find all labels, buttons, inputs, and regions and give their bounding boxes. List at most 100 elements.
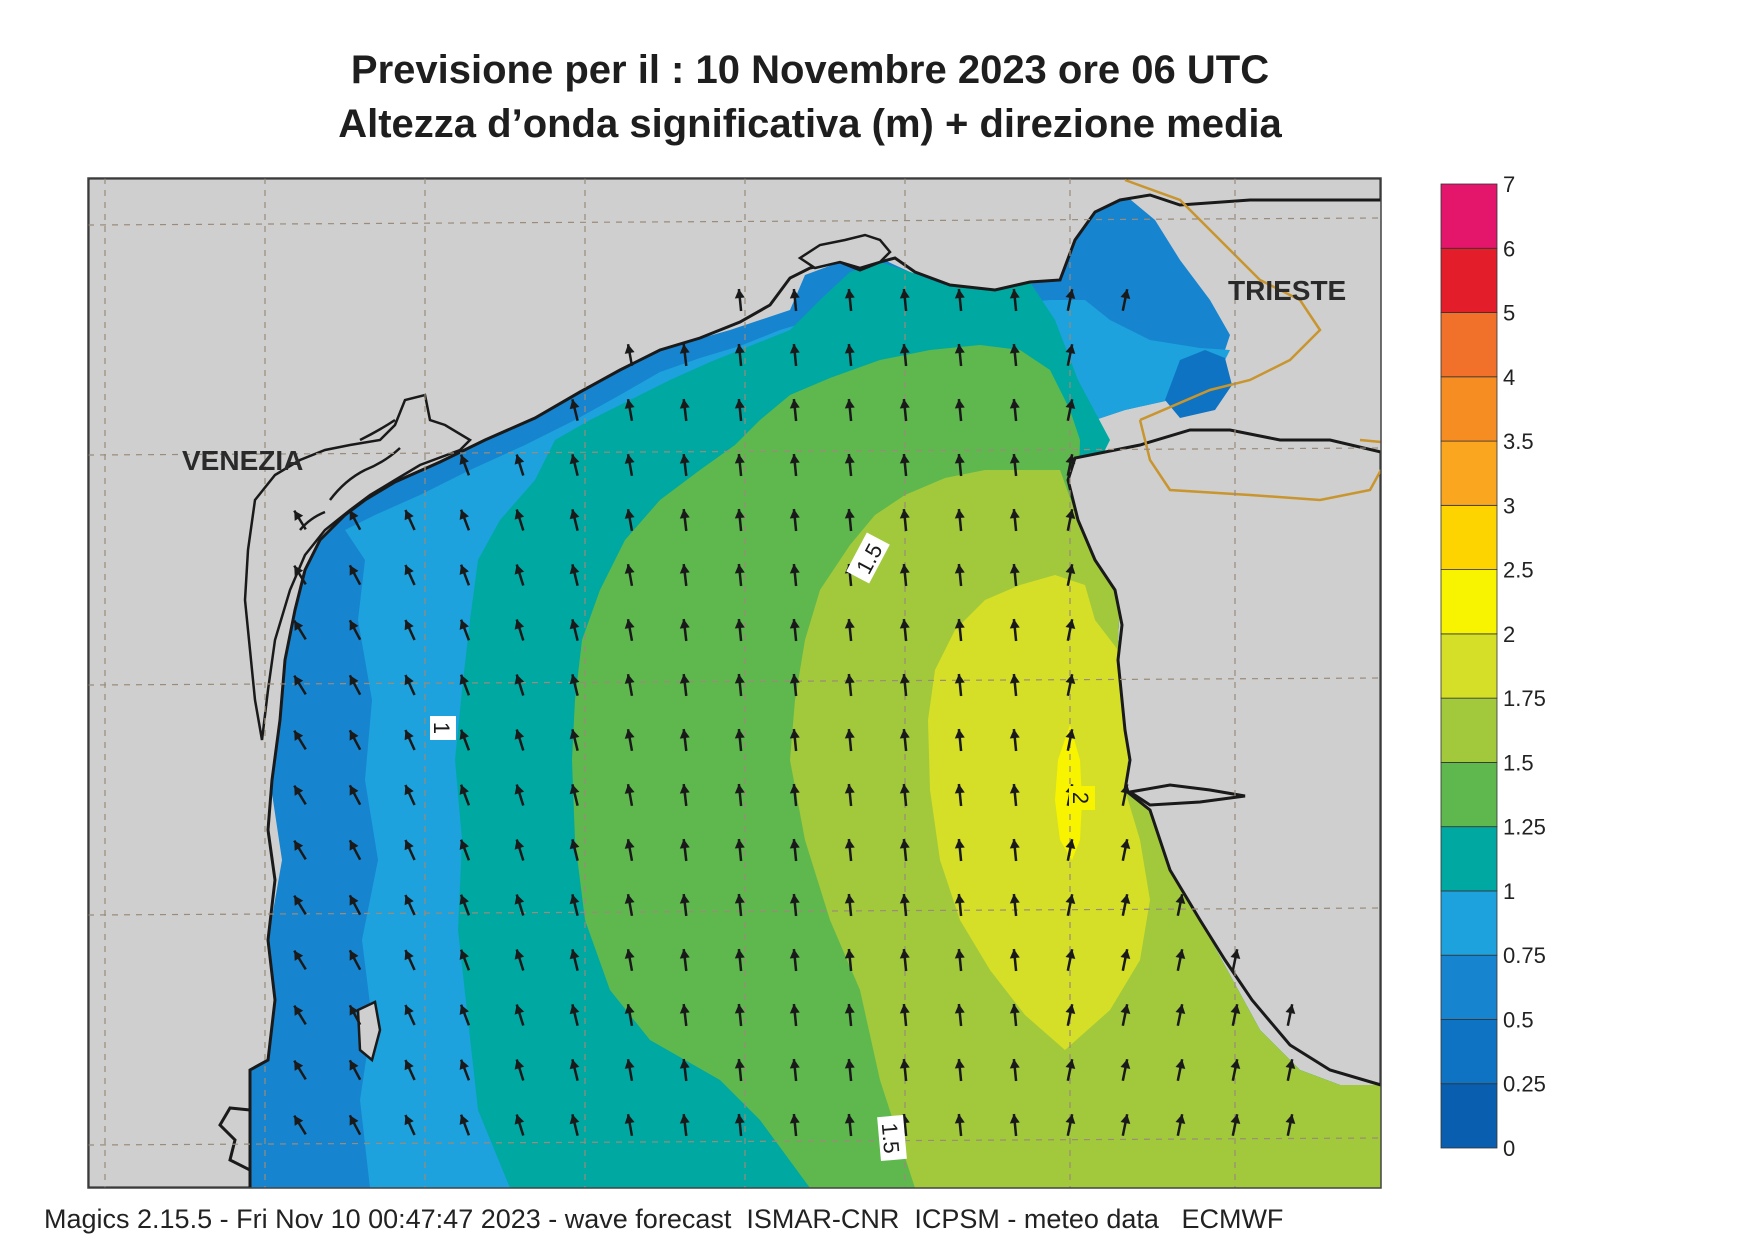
direction-arrow-head xyxy=(1175,894,1186,905)
direction-arrow-head xyxy=(789,399,800,409)
direction-arrow-head xyxy=(679,454,690,464)
direction-arrow-head xyxy=(349,510,359,521)
map-title-line1: Previsione per il : 10 Novembre 2023 ore… xyxy=(350,48,1270,92)
legend-level-label: 7 xyxy=(1503,172,1515,197)
sea-band-1.75 xyxy=(928,575,1150,1050)
country-border xyxy=(1124,178,1381,502)
legend-level-label: 0 xyxy=(1503,1136,1515,1161)
direction-arrow-head xyxy=(1065,1059,1076,1070)
direction-arrow-head xyxy=(899,564,910,574)
legend-swatch xyxy=(1440,633,1498,699)
direction-arrow-head xyxy=(624,1059,635,1069)
direction-arrow-head xyxy=(679,949,690,959)
direction-arrow-head xyxy=(899,619,910,629)
direction-arrow-head xyxy=(734,564,745,574)
direction-arrow-head xyxy=(844,949,855,959)
direction-arrow-head xyxy=(954,784,965,794)
direction-arrow-head xyxy=(624,839,635,849)
direction-arrow-head xyxy=(514,1004,525,1015)
direction-arrow-head xyxy=(1175,1114,1186,1125)
direction-arrow-head xyxy=(404,839,414,851)
direction-arrow-head xyxy=(349,1005,359,1016)
legend-swatch xyxy=(1440,376,1498,442)
direction-arrow-head xyxy=(1285,1004,1296,1015)
direction-arrow-head xyxy=(459,509,469,520)
direction-arrow-head xyxy=(844,454,855,464)
direction-arrow-head xyxy=(404,1114,414,1126)
direction-arrow-head xyxy=(679,399,690,409)
direction-arrow-head xyxy=(459,729,469,740)
direction-arrow-head xyxy=(789,839,800,849)
direction-arrow-head xyxy=(954,894,965,904)
direction-arrow-head xyxy=(404,729,414,741)
legend-level-label: 0.5 xyxy=(1503,1007,1534,1032)
direction-arrow-head xyxy=(844,839,855,849)
direction-arrow-head xyxy=(569,564,580,575)
direction-arrow-head xyxy=(294,895,304,906)
direction-arrow-head xyxy=(1009,344,1020,354)
direction-arrow-head xyxy=(1230,1059,1241,1070)
direction-arrow-head xyxy=(844,344,855,354)
direction-arrow-head xyxy=(1009,949,1020,959)
direction-arrow-head xyxy=(1065,619,1076,630)
direction-arrow-head xyxy=(1285,1059,1296,1070)
direction-arrow-head xyxy=(349,950,359,961)
direction-arrow-head xyxy=(1065,1114,1076,1125)
direction-arrow-head xyxy=(899,839,910,849)
direction-arrow-head xyxy=(404,1004,414,1016)
legend-swatch xyxy=(1440,312,1498,378)
direction-arrow-head xyxy=(514,619,525,630)
direction-arrow-head xyxy=(844,399,855,409)
direction-arrow-head xyxy=(1065,729,1076,740)
direction-arrow-head xyxy=(1009,674,1020,684)
direction-arrow-head xyxy=(789,289,800,299)
direction-arrow-head xyxy=(844,509,855,519)
svg-text:2: 2 xyxy=(1068,792,1093,804)
direction-arrow-head xyxy=(569,1004,580,1015)
direction-arrow-head xyxy=(789,894,800,904)
direction-arrow-head xyxy=(789,564,800,574)
direction-arrow-head xyxy=(404,564,414,576)
direction-arrow-head xyxy=(1120,839,1131,850)
direction-arrow-head xyxy=(734,894,745,904)
direction-arrow-head xyxy=(789,344,800,354)
direction-arrow-head xyxy=(459,454,469,465)
direction-arrow-head xyxy=(404,1059,414,1071)
direction-arrow-head xyxy=(1120,784,1131,795)
direction-arrow-head xyxy=(789,1114,800,1124)
direction-arrow-head xyxy=(349,1115,359,1126)
direction-arrow-head xyxy=(569,454,580,465)
map-title-line2: Altezza d’onda significativa (m) + direz… xyxy=(338,102,1282,146)
direction-arrow-head xyxy=(1009,619,1020,629)
direction-arrow-head xyxy=(1120,1114,1131,1125)
legend-level-label: 4 xyxy=(1503,365,1515,390)
direction-arrow-head xyxy=(514,839,525,850)
direction-arrow-head xyxy=(459,1114,469,1125)
direction-arrow-head xyxy=(734,784,745,794)
direction-arrow-head xyxy=(569,1059,580,1070)
direction-arrow-head xyxy=(349,675,359,686)
direction-arrow-head xyxy=(1065,509,1076,520)
direction-arrow-head xyxy=(404,784,414,796)
legend-swatch xyxy=(1440,569,1498,635)
direction-arrow-head xyxy=(679,1059,690,1069)
direction-arrow-head xyxy=(1065,564,1076,575)
direction-arrow-head xyxy=(1065,674,1076,685)
direction-arrow-head xyxy=(1230,949,1241,960)
direction-arrow-head xyxy=(404,674,414,686)
direction-arrow-head xyxy=(1065,894,1076,905)
direction-arrow-head xyxy=(294,1115,304,1126)
direction-arrow-head xyxy=(1230,1004,1241,1015)
direction-arrow-head xyxy=(349,785,359,796)
direction-arrow-head xyxy=(294,1005,304,1016)
legend-level-label: 2 xyxy=(1503,622,1515,647)
direction-arrow-head xyxy=(569,729,580,740)
direction-arrow-head xyxy=(844,784,855,794)
direction-arrow-head xyxy=(514,509,525,520)
direction-arrow-head xyxy=(569,839,580,850)
direction-arrow-head xyxy=(954,949,965,959)
legend-swatch xyxy=(1440,762,1498,828)
direction-arrow-head xyxy=(954,729,965,739)
direction-arrow-head xyxy=(1065,399,1076,410)
direction-arrow-head xyxy=(349,895,359,906)
